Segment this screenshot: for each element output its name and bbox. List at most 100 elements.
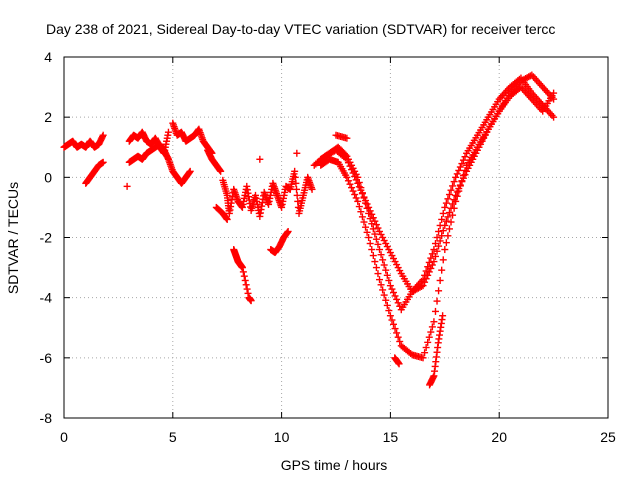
data-point: [428, 250, 436, 258]
data-point: [346, 180, 354, 188]
data-point: [372, 221, 380, 229]
data-point: [374, 270, 382, 278]
data-point: [456, 182, 464, 190]
data-point: [374, 224, 382, 232]
data-point: [430, 318, 438, 326]
data-point: [363, 228, 371, 236]
data-point: [453, 192, 461, 200]
data-point: [293, 191, 301, 199]
data-point: [385, 307, 393, 315]
data-point: [435, 287, 443, 295]
data-point: [382, 296, 390, 304]
data-point: [247, 297, 255, 305]
data-point: [366, 240, 374, 248]
data-point: [396, 302, 404, 310]
data-point: [344, 177, 352, 185]
y-axis-label: SDTVAR / TECUs: [5, 182, 21, 294]
x-tick-label: 25: [600, 429, 616, 445]
data-points: [60, 71, 558, 389]
data-point: [385, 276, 393, 284]
data-point: [441, 246, 449, 254]
data-point: [445, 225, 453, 233]
data-point: [444, 195, 452, 203]
x-tick-label: 15: [383, 429, 399, 445]
data-point: [441, 203, 449, 211]
data-point: [442, 199, 450, 207]
data-point: [458, 160, 466, 168]
data-point: [427, 254, 435, 262]
x-tick-label: 20: [491, 429, 507, 445]
grid-lines: [64, 57, 608, 418]
data-point: [439, 312, 447, 320]
data-point: [433, 234, 441, 241]
data-point: [428, 323, 436, 331]
data-point: [308, 185, 316, 193]
data-point: [223, 215, 231, 223]
data-point: [450, 178, 458, 186]
data-point: [453, 170, 461, 178]
data-point: [438, 232, 446, 240]
data-point: [438, 215, 446, 223]
y-tick-label: -6: [40, 350, 53, 366]
data-point: [419, 276, 427, 284]
data-point: [390, 289, 398, 297]
data-point: [431, 240, 439, 248]
data-point: [461, 166, 469, 174]
data-point: [123, 182, 131, 190]
data-point: [456, 163, 464, 171]
data-point: [365, 234, 373, 241]
data-point: [452, 197, 460, 205]
x-tick-label: 10: [274, 429, 290, 445]
data-point: [372, 235, 380, 243]
data-point: [242, 281, 250, 289]
data-point: [352, 194, 360, 202]
data-point: [99, 131, 107, 139]
data-point: [371, 230, 379, 238]
data-point: [358, 189, 366, 197]
data-point: [377, 251, 385, 259]
data-point: [355, 178, 363, 186]
data-point: [354, 179, 362, 187]
data-point: [395, 360, 403, 368]
data-point: [390, 320, 398, 328]
data-point: [369, 225, 377, 233]
y-tick-label: 0: [44, 169, 52, 185]
data-point: [377, 281, 385, 289]
data-point: [436, 237, 444, 245]
data-point: [363, 204, 371, 212]
data-point: [294, 197, 302, 205]
data-point: [449, 182, 457, 190]
data-point: [349, 187, 357, 195]
data-point: [376, 246, 384, 254]
data-point: [368, 210, 376, 218]
data-point: [455, 187, 463, 195]
data-point: [239, 268, 247, 276]
data-point: [442, 239, 450, 247]
data-point: [442, 217, 450, 225]
data-point: [430, 246, 438, 254]
data-point: [291, 167, 299, 175]
data-point: [459, 156, 467, 164]
chart-title: Day 238 of 2021, Sidereal Day-to-day VTE…: [46, 21, 555, 37]
data-point: [348, 184, 356, 192]
data-point: [374, 240, 382, 248]
data-point: [368, 246, 376, 254]
data-point: [383, 271, 391, 279]
data-point: [391, 292, 399, 300]
data-point: [435, 227, 443, 235]
axis-ticks: [63, 56, 609, 419]
data-point: [515, 75, 523, 83]
data-point: [372, 264, 380, 272]
data-point: [394, 333, 402, 341]
data-point: [550, 89, 558, 97]
tick-labels: 0 5 10 15 20 25 -8 -6 -4 -2 0 2 4: [40, 49, 616, 445]
data-point: [360, 194, 368, 202]
data-point: [450, 204, 458, 212]
data-point: [376, 276, 384, 284]
data-point: [445, 191, 453, 199]
y-tick-label: 4: [44, 49, 52, 65]
data-point: [291, 173, 299, 181]
data-point: [244, 289, 252, 297]
x-axis-label: GPS time / hours: [281, 457, 388, 473]
data-point: [354, 197, 362, 205]
